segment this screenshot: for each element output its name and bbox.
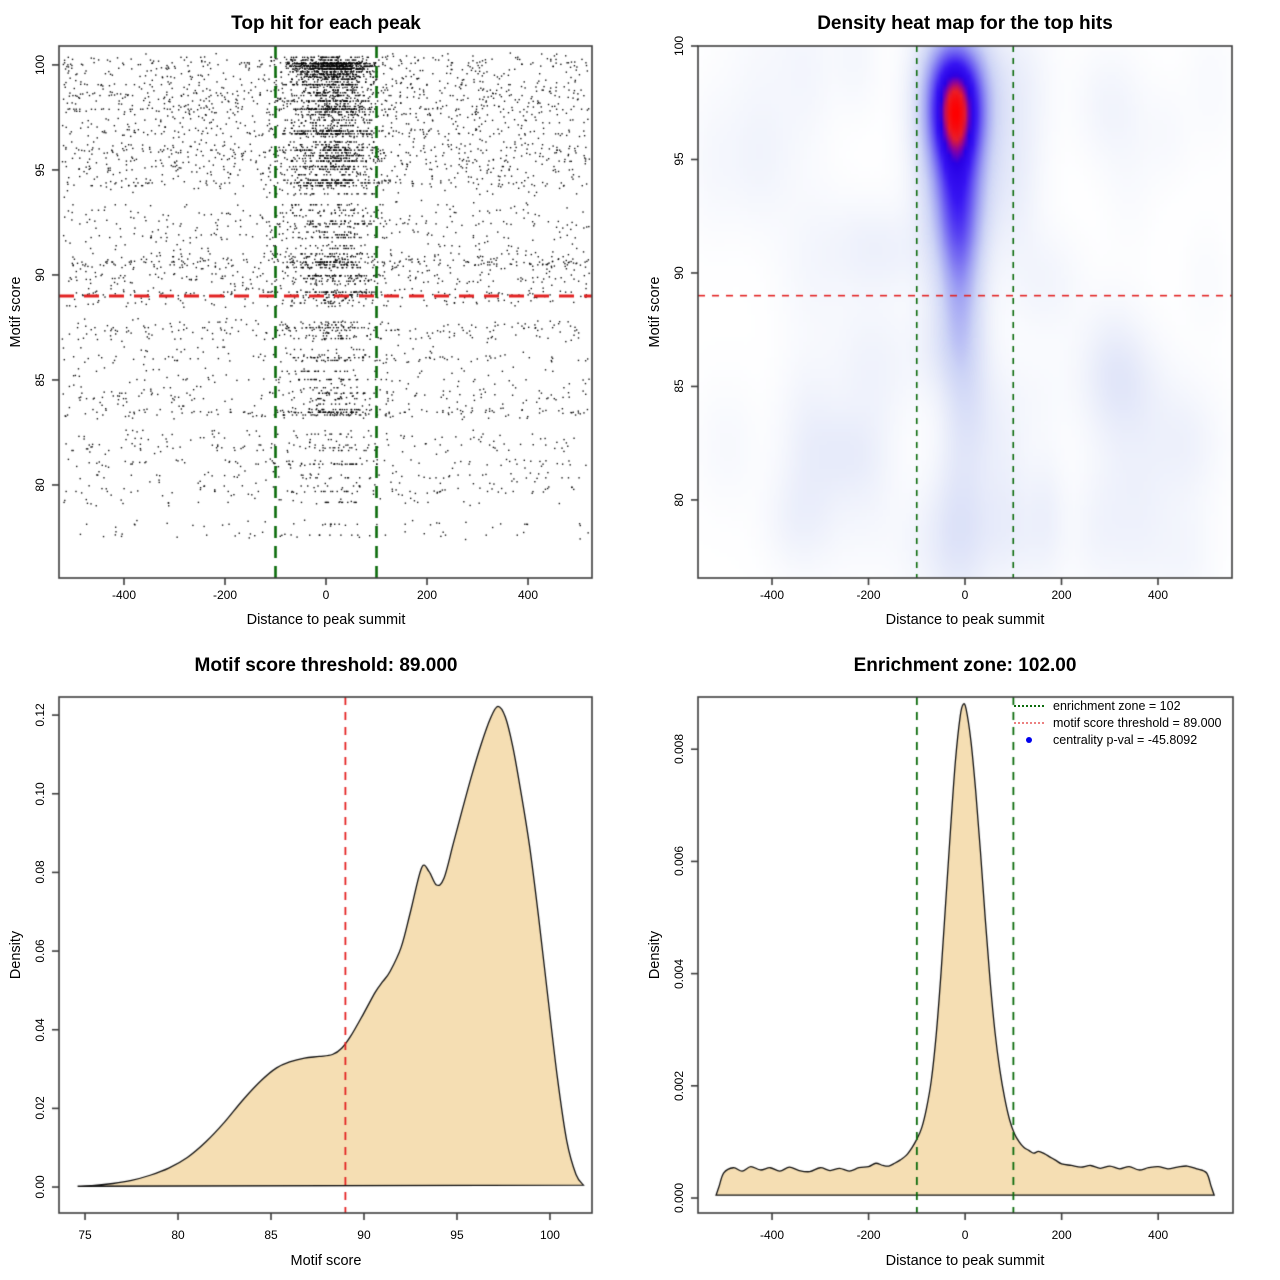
tick-label: 200 [1051, 1228, 1072, 1242]
tick-label: 0.08 [33, 860, 47, 885]
tick-label: 95 [33, 163, 47, 177]
tick-label: 0.004 [672, 958, 686, 989]
legend-item-motif-threshold: motif score threshold = 89.000 [1014, 714, 1222, 731]
tick-label: 400 [1148, 1228, 1169, 1242]
tick-label: 0.10 [33, 782, 47, 806]
y-axis-label-heatmap: Motif score [647, 276, 663, 348]
tick-label: 0.12 [33, 703, 47, 727]
tick-label: -400 [760, 1228, 785, 1242]
tick-label: 85 [264, 1228, 278, 1242]
tick-label: 75 [78, 1228, 92, 1242]
legend-item-centrality-pval: centrality p-val = -45.8092 [1014, 731, 1222, 748]
tick-label: 80 [672, 493, 686, 507]
x-axis-label-score-density: Motif score [290, 1253, 362, 1269]
panel-title-enrichment-zone: Enrichment zone: 102.00 [853, 655, 1077, 676]
tick-label: 80 [33, 478, 47, 492]
y-axis-label-position-density: Density [647, 930, 663, 980]
x-axis-label-heatmap: Distance to peak summit [885, 612, 1045, 628]
legend-label: centrality p-val = -45.8092 [1053, 732, 1198, 747]
y-axis-label-score-density: Density [8, 930, 24, 980]
tick-label: 200 [416, 588, 438, 602]
green-dotted-line-icon [1014, 704, 1044, 707]
tick-label: 100 [539, 1228, 560, 1242]
tick-label: 0.06 [33, 939, 47, 963]
tick-label: 0 [322, 588, 330, 602]
tick-label: 100 [672, 35, 686, 57]
tick-label: 0.02 [33, 1096, 47, 1121]
tick-label: 200 [1051, 588, 1072, 602]
tick-label: 400 [1147, 588, 1168, 602]
tick-label: -200 [212, 588, 238, 602]
tick-label: 95 [450, 1228, 464, 1242]
tick-label: 0.008 [672, 734, 686, 765]
tick-label: 0.000 [672, 1183, 686, 1214]
tick-label: 0 [961, 588, 969, 602]
tick-label: 90 [33, 268, 47, 282]
tick-label: 400 [517, 588, 539, 602]
tick-label: -400 [759, 588, 785, 602]
x-axis-label-scatter: Distance to peak summit [246, 612, 406, 628]
tick-label: -200 [856, 1228, 881, 1242]
legend-item-enrichment-zone: enrichment zone = 102 [1014, 697, 1222, 714]
tick-label: -400 [111, 588, 136, 602]
legend: enrichment zone = 102 motif score thresh… [1014, 697, 1222, 748]
tick-label: 0.00 [33, 1175, 47, 1199]
tick-label: 0.002 [672, 1070, 686, 1101]
panel-title-top-hits: Top hit for each peak [231, 13, 421, 34]
tick-label: 90 [672, 266, 686, 280]
panel-title-score-threshold: Motif score threshold: 89.000 [194, 655, 458, 676]
tick-label: 0.006 [672, 846, 686, 877]
tick-label: -200 [856, 588, 881, 602]
tick-label: 0.04 [33, 1018, 47, 1042]
tick-label: 95 [672, 152, 686, 167]
tick-label: 100 [33, 54, 47, 75]
x-axis-label-position-density: Distance to peak summit [885, 1253, 1045, 1269]
y-axis-label-scatter: Motif score [8, 276, 24, 348]
tick-label: 85 [33, 373, 47, 387]
blue-dot-icon [1014, 736, 1044, 743]
tick-label: 85 [672, 379, 686, 394]
red-dotted-line-icon [1014, 721, 1044, 724]
panel-title-heatmap: Density heat map for the top hits [817, 13, 1113, 34]
tick-label: 80 [171, 1228, 185, 1242]
tick-label: 90 [357, 1228, 371, 1242]
legend-label: motif score threshold = 89.000 [1053, 715, 1222, 730]
legend-label: enrichment zone = 102 [1053, 698, 1181, 713]
tick-label: 0 [961, 1228, 969, 1242]
